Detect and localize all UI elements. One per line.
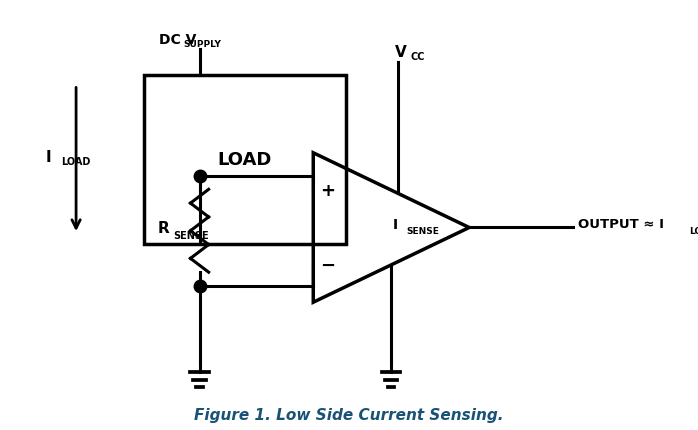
Text: SUPPLY: SUPPLY [184,40,222,49]
Text: +: + [320,182,335,200]
Text: −: − [320,256,335,274]
Text: I: I [45,149,51,164]
Text: LOAD: LOAD [61,157,91,167]
Text: LOAD: LOAD [689,227,698,236]
Text: V: V [394,44,406,59]
Text: OUTPUT ≈ I: OUTPUT ≈ I [579,218,664,230]
Text: CC: CC [410,52,425,62]
Text: I: I [392,218,398,232]
Text: SENSE: SENSE [174,231,209,241]
Text: R: R [157,221,169,236]
Text: Figure 1. Low Side Current Sensing.: Figure 1. Low Side Current Sensing. [194,408,504,422]
Text: LOAD: LOAD [218,151,272,169]
Text: SENSE: SENSE [407,226,440,235]
FancyBboxPatch shape [144,76,346,244]
Text: DC V: DC V [159,33,196,46]
